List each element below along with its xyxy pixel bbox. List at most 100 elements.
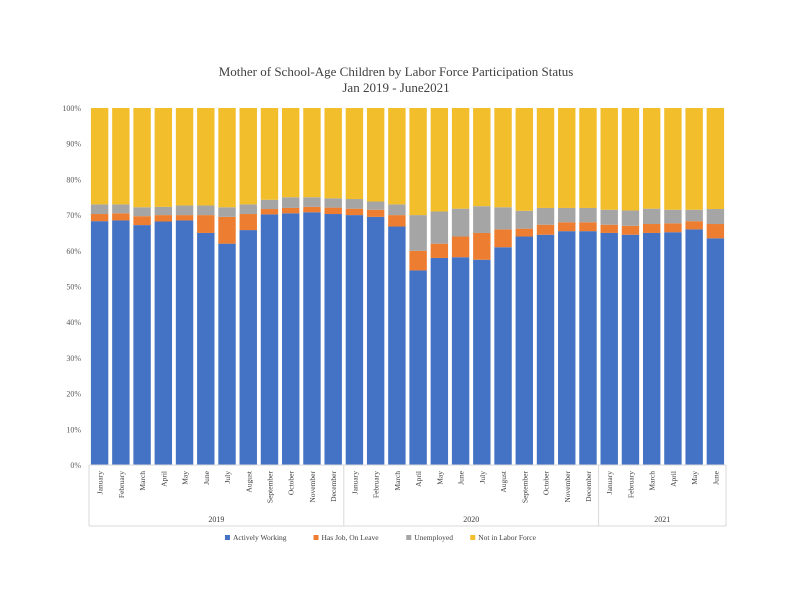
x-tick-label: January: [350, 471, 359, 495]
bar-segment: [579, 231, 597, 465]
legend-label: Has Job, On Leave: [322, 533, 380, 542]
x-tick-label: March: [393, 471, 402, 491]
y-tick-label: 90%: [66, 140, 81, 149]
x-tick-label: June: [457, 470, 466, 484]
bar-segment: [90, 214, 109, 222]
x-tick-label: December: [584, 471, 593, 502]
x-tick-label: March: [648, 471, 657, 491]
x-tick-label: February: [372, 471, 381, 498]
y-tick-label: 20%: [66, 390, 81, 399]
bar-segment: [685, 209, 703, 222]
x-tick-label: November: [308, 470, 317, 502]
bar-segment: [558, 207, 576, 223]
bar-segment: [409, 215, 427, 251]
bar-segment: [303, 108, 321, 198]
bar-segment: [409, 108, 427, 216]
x-tick-label: April: [414, 471, 423, 487]
bar-segment: [685, 108, 703, 210]
bar-segment: [388, 204, 406, 216]
bar-segment: [494, 247, 512, 465]
x-tick-label: May: [435, 471, 444, 485]
bar-segment: [218, 243, 236, 465]
bar-segment: [473, 232, 491, 260]
x-tick-label: January: [605, 471, 614, 495]
bar-segment: [494, 108, 512, 208]
bar-segment: [175, 220, 194, 465]
x-axis: January February March April May June July Augu…: [88, 464, 727, 527]
x-tick-label: May: [181, 471, 190, 485]
bar-segment: [260, 108, 279, 200]
bar-segment: [430, 243, 449, 258]
bar-segment: [112, 108, 130, 205]
bar-segment: [515, 228, 533, 237]
chart-subtitle: Jan 2019 - June2021: [342, 80, 449, 95]
bar-segment: [112, 220, 130, 465]
bar-segment: [303, 197, 321, 207]
bar-segment: [579, 207, 597, 223]
bar-segment: [366, 201, 385, 210]
bar-segment: [451, 208, 470, 237]
y-tick-label: 0%: [70, 461, 81, 470]
bar-segment: [345, 199, 364, 209]
bar-segment: [197, 215, 215, 233]
bar-segment: [494, 207, 512, 230]
bar-segment: [197, 205, 215, 216]
x-tick-label: May: [690, 471, 699, 485]
bar-segment: [451, 236, 470, 258]
bar-segment: [558, 108, 576, 208]
x-tick-label: August: [499, 470, 508, 493]
bar-segment: [282, 213, 300, 465]
bar-segment: [706, 209, 725, 225]
bar-segment: [388, 226, 406, 465]
bar-segment: [260, 214, 279, 465]
y-axis: 0% 10% 20% 30% 40% 50% 60% 70% 80% 90% 100%: [62, 104, 81, 470]
bar-segment: [536, 108, 555, 208]
bar-segment: [621, 108, 640, 211]
bar-segment: [239, 108, 257, 205]
bar-segment: [706, 108, 725, 210]
x-tick-label: September: [265, 471, 274, 504]
bar-segment: [282, 197, 300, 208]
bar-segment: [536, 207, 555, 225]
x-tick-label: April: [159, 471, 168, 487]
bar-segment: [154, 108, 173, 207]
bar-segment: [345, 108, 364, 200]
legend-swatch: [406, 535, 412, 540]
bar-segment: [621, 210, 640, 226]
bar-segment: [282, 207, 300, 214]
bar-segment: [473, 108, 491, 207]
x-tick-label: December: [329, 471, 338, 502]
bar-segment: [218, 207, 236, 217]
y-tick-label: 10%: [66, 425, 81, 434]
bar-segment: [90, 221, 109, 465]
y-tick-label: 60%: [66, 247, 81, 256]
bar-segment: [366, 108, 385, 202]
bar-segment: [239, 214, 257, 231]
bar-segment: [366, 216, 385, 465]
y-tick-label: 30%: [66, 354, 81, 363]
bar-segment: [239, 230, 257, 465]
bar-segment: [600, 232, 618, 465]
bar-segment: [451, 108, 470, 209]
bar-segment: [345, 208, 364, 216]
bar-segment: [621, 234, 640, 465]
bar-segment: [642, 108, 661, 209]
legend: Actively Working Has Job, On Leave Unemplo…: [224, 533, 537, 542]
bar-segment: [345, 215, 364, 465]
x-tick-label: July: [223, 471, 232, 484]
bar-segment: [642, 224, 661, 233]
year-label: 2019: [208, 515, 224, 524]
bar-segment: [558, 222, 576, 232]
legend-swatch: [470, 535, 476, 540]
bar-segment: [324, 198, 342, 208]
bar-segment: [324, 108, 342, 199]
bar-segment: [664, 209, 682, 224]
x-tick-label: June: [711, 470, 720, 484]
x-tick-label: August: [244, 470, 253, 493]
bar-segment: [536, 234, 555, 465]
chart-title: Mother of School-Age Children by Labor F…: [219, 64, 574, 79]
legend-label: Not in Labor Force: [478, 533, 536, 542]
bar-segment: [112, 213, 130, 221]
bar-segment: [685, 221, 703, 230]
bar-segment: [600, 108, 618, 210]
